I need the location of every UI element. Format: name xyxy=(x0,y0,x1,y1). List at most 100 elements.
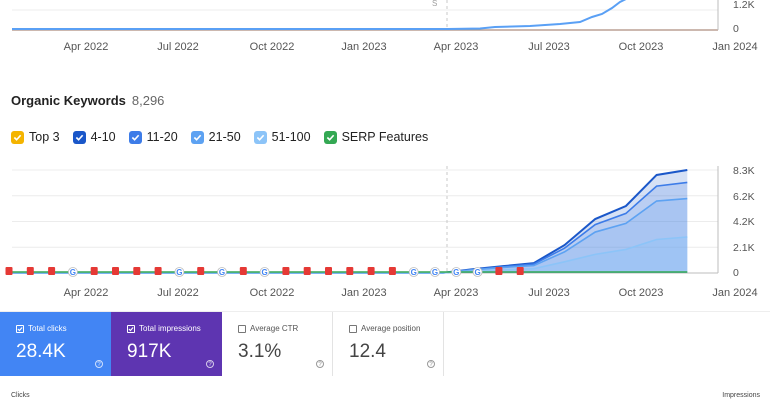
google-marker-letter: G xyxy=(474,268,480,277)
flag-marker-icon xyxy=(26,267,34,275)
keywords-legend: Top 3 4-10 11-20 21-50 51-100 SERP Featu… xyxy=(11,130,441,144)
flag-marker-icon xyxy=(282,267,290,275)
series-area xyxy=(441,182,688,273)
flag-marker-icon xyxy=(367,267,375,275)
impressions-axis-label: Impressions xyxy=(722,392,760,399)
flag-marker-icon xyxy=(5,267,13,275)
series-area xyxy=(441,237,688,273)
x-tick-label: Oct 2023 xyxy=(618,287,664,299)
google-marker-icon xyxy=(408,267,419,277)
google-marker-icon xyxy=(472,267,483,277)
y-tick-label: 0 xyxy=(733,267,739,279)
checkbox-checked-icon[interactable] xyxy=(127,324,135,333)
flag-marker-icon xyxy=(239,267,247,275)
checkbox-checked-icon[interactable] xyxy=(323,130,337,144)
x-tick-label: Apr 2023 xyxy=(433,41,479,53)
legend-item-top-3[interactable]: Top 3 xyxy=(11,130,60,144)
legend-label: 51-100 xyxy=(271,130,311,144)
x-tick-label: Apr 2023 xyxy=(433,287,479,299)
traffic-line xyxy=(12,0,627,30)
legend-label: 21-50 xyxy=(208,130,241,144)
legend-label: SERP Features xyxy=(341,130,429,144)
google-marker-icon xyxy=(430,267,440,277)
x-tick-label: Jan 2023 xyxy=(341,41,387,53)
y-tick-label: 4.2K xyxy=(733,216,755,228)
google-marker-letter: G xyxy=(411,268,417,277)
series-area xyxy=(441,198,688,273)
y-tick-label: 0 xyxy=(733,23,739,35)
traffic-chart: S xyxy=(12,0,719,31)
google-marker-icon xyxy=(68,267,78,277)
help-icon[interactable]: ? xyxy=(206,360,214,368)
section-title: Organic Keywords xyxy=(11,93,126,108)
flag-marker-icon xyxy=(90,267,98,275)
google-marker-icon xyxy=(174,267,185,277)
metric-label: Total clicks xyxy=(28,324,67,333)
legend-label: 4-10 xyxy=(90,130,116,144)
flag-marker-icon xyxy=(112,267,119,275)
google-marker-icon xyxy=(217,267,227,277)
organic-keywords-header: Organic Keywords 8,296 xyxy=(11,93,164,111)
metric-value: 28.4K xyxy=(16,341,66,362)
google-marker-letter: G xyxy=(261,268,267,277)
metric-label: Average position xyxy=(361,324,421,333)
google-marker-letter: G xyxy=(176,268,182,277)
chart-marker-icon: S xyxy=(432,0,437,8)
flag-marker-icon xyxy=(495,267,503,275)
keyword-count: 8,296 xyxy=(131,93,165,108)
metric-value: 3.1% xyxy=(238,341,282,362)
x-tick-label: Jan 2024 xyxy=(712,41,758,53)
checkbox-checked-icon[interactable] xyxy=(16,324,24,333)
google-marker-icon xyxy=(259,267,270,277)
metric-card-total-clicks[interactable]: Total clicks 28.4K ? xyxy=(0,312,111,376)
flag-marker-icon xyxy=(516,267,524,275)
checkbox-unchecked-icon[interactable] xyxy=(349,324,357,333)
google-marker-letter: G xyxy=(219,268,225,277)
metric-card-average-position[interactable]: Average position 12.4 ? xyxy=(333,312,444,376)
series-area xyxy=(441,170,688,273)
flag-marker-icon xyxy=(346,267,354,275)
help-icon[interactable]: ? xyxy=(427,360,435,368)
gsc-metrics: Total clicks 28.4K ? Total impressions 9… xyxy=(0,312,444,376)
x-tick-label: Jul 2022 xyxy=(157,287,199,299)
legend-label: Top 3 xyxy=(29,130,60,144)
flag-marker-icon xyxy=(154,267,162,275)
metric-label: Total impressions xyxy=(139,324,201,333)
legend-label: 11-20 xyxy=(146,130,178,144)
google-marker-letter: G xyxy=(70,268,76,277)
x-tick-label: Oct 2023 xyxy=(618,41,664,53)
y-tick-label: 8.3K xyxy=(733,165,755,177)
legend-item-serp-features[interactable]: SERP Features xyxy=(323,130,429,144)
checkbox-checked-icon[interactable] xyxy=(190,130,204,144)
legend-item-4-10[interactable]: 4-10 xyxy=(72,130,116,144)
x-tick-label: Apr 2022 xyxy=(63,41,109,53)
x-tick-label: Apr 2022 xyxy=(63,287,109,299)
x-tick-label: Jul 2023 xyxy=(528,41,570,53)
help-icon[interactable]: ? xyxy=(316,360,324,368)
metric-card-total-impressions[interactable]: Total impressions 917K ? xyxy=(111,312,222,376)
google-marker-letter: G xyxy=(432,268,438,277)
metric-card-average-ctr[interactable]: Average CTR 3.1% ? xyxy=(222,312,333,376)
checkbox-unchecked-icon[interactable] xyxy=(238,324,246,333)
legend-item-51-100[interactable]: 51-100 xyxy=(253,130,311,144)
y-tick-label: 6.2K xyxy=(733,191,755,203)
x-tick-label: Oct 2022 xyxy=(249,287,295,299)
flag-marker-icon xyxy=(325,267,332,275)
metric-value: 917K xyxy=(127,341,172,362)
x-tick-label: Jan 2023 xyxy=(341,287,387,299)
checkbox-checked-icon[interactable] xyxy=(11,130,24,144)
section-divider xyxy=(0,311,770,312)
checkbox-checked-icon[interactable] xyxy=(128,130,142,144)
flag-marker-icon xyxy=(133,267,141,275)
legend-item-11-20[interactable]: 11-20 xyxy=(128,130,178,144)
checkbox-checked-icon[interactable] xyxy=(253,130,267,144)
y-tick-label: 1.2K xyxy=(733,0,755,11)
help-icon[interactable]: ? xyxy=(95,360,103,368)
google-marker-icon xyxy=(451,267,462,277)
metric-label: Average CTR xyxy=(250,324,299,333)
metric-value: 12.4 xyxy=(349,341,386,362)
checkbox-checked-icon[interactable] xyxy=(72,130,86,144)
legend-item-21-50[interactable]: 21-50 xyxy=(190,130,241,144)
clicks-axis-label: Clicks xyxy=(11,392,30,399)
flag-marker-icon xyxy=(388,267,396,275)
